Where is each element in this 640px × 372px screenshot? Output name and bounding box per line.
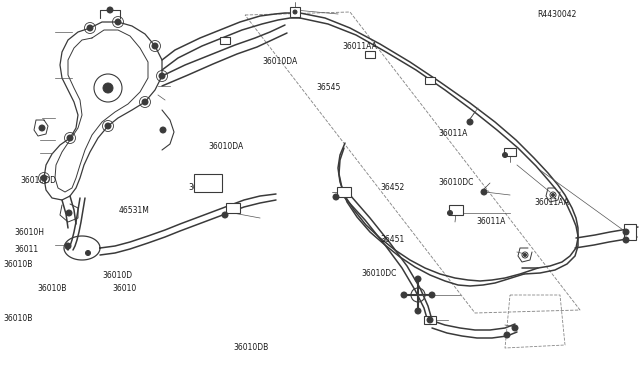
Text: 36010B: 36010B bbox=[3, 314, 33, 323]
Bar bbox=[425, 77, 435, 83]
Bar bbox=[504, 148, 516, 156]
Bar bbox=[290, 7, 300, 17]
Bar bbox=[365, 51, 375, 58]
Circle shape bbox=[115, 19, 121, 25]
Circle shape bbox=[504, 332, 510, 338]
Circle shape bbox=[66, 210, 72, 216]
Text: 36010DA: 36010DA bbox=[208, 142, 243, 151]
Text: 36452: 36452 bbox=[381, 183, 405, 192]
Circle shape bbox=[415, 308, 421, 314]
Circle shape bbox=[481, 189, 487, 195]
Circle shape bbox=[41, 175, 47, 181]
Bar bbox=[226, 203, 240, 213]
Circle shape bbox=[502, 153, 508, 157]
Bar bbox=[424, 316, 436, 324]
Text: 36010B: 36010B bbox=[3, 260, 33, 269]
Circle shape bbox=[222, 212, 228, 218]
Bar bbox=[220, 36, 230, 44]
Text: 36010D: 36010D bbox=[102, 271, 132, 280]
Circle shape bbox=[552, 193, 554, 196]
Text: 36011AA: 36011AA bbox=[534, 198, 569, 207]
Text: 36011A: 36011A bbox=[477, 217, 506, 226]
Circle shape bbox=[107, 7, 113, 13]
Bar bbox=[449, 205, 463, 215]
Circle shape bbox=[623, 237, 629, 243]
Bar bbox=[194, 174, 222, 192]
Circle shape bbox=[415, 276, 421, 282]
Text: 36011A: 36011A bbox=[438, 129, 468, 138]
Bar bbox=[624, 224, 636, 240]
Circle shape bbox=[623, 229, 629, 235]
Circle shape bbox=[429, 292, 435, 298]
Circle shape bbox=[427, 317, 433, 323]
Circle shape bbox=[293, 10, 297, 14]
Circle shape bbox=[333, 194, 339, 200]
Text: 36010DB: 36010DB bbox=[234, 343, 269, 352]
Text: 36010H: 36010H bbox=[14, 228, 44, 237]
Circle shape bbox=[87, 25, 93, 31]
Circle shape bbox=[447, 211, 452, 215]
Circle shape bbox=[512, 325, 518, 331]
Text: 46531M: 46531M bbox=[118, 206, 149, 215]
Text: 36010DC: 36010DC bbox=[362, 269, 397, 278]
Text: 36402: 36402 bbox=[189, 183, 213, 192]
Text: R4430042: R4430042 bbox=[538, 10, 577, 19]
Circle shape bbox=[467, 119, 473, 125]
Text: 36011: 36011 bbox=[14, 245, 38, 254]
Text: 36010B: 36010B bbox=[37, 284, 67, 293]
Circle shape bbox=[159, 73, 165, 79]
Text: 36010DC: 36010DC bbox=[438, 178, 474, 187]
Text: 36010DD: 36010DD bbox=[20, 176, 56, 185]
Circle shape bbox=[39, 125, 45, 131]
Circle shape bbox=[67, 135, 73, 141]
Text: 36451: 36451 bbox=[381, 235, 405, 244]
Circle shape bbox=[65, 243, 71, 249]
Circle shape bbox=[524, 253, 527, 257]
Bar bbox=[337, 187, 351, 197]
Text: 36010DA: 36010DA bbox=[262, 57, 298, 66]
Circle shape bbox=[160, 127, 166, 133]
Text: 36011AA: 36011AA bbox=[342, 42, 377, 51]
Circle shape bbox=[142, 99, 148, 105]
Text: 36010: 36010 bbox=[112, 284, 136, 293]
Circle shape bbox=[86, 250, 90, 256]
Circle shape bbox=[152, 43, 158, 49]
Circle shape bbox=[103, 83, 113, 93]
Circle shape bbox=[401, 292, 407, 298]
Circle shape bbox=[105, 123, 111, 129]
Text: 36545: 36545 bbox=[317, 83, 341, 92]
